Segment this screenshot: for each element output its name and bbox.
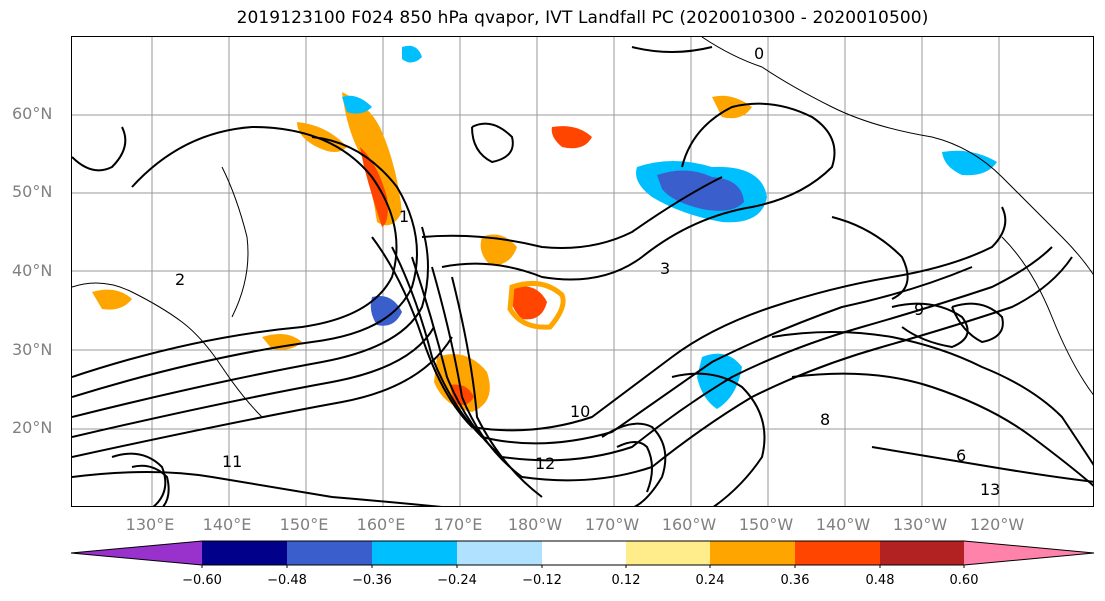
contour-label: 10 bbox=[570, 402, 590, 421]
contour-label: 13 bbox=[980, 480, 1000, 499]
map-panel: 0 1 2 3 6 8 9 10 11 12 13 bbox=[71, 36, 1094, 507]
contour-label: 0 bbox=[754, 44, 764, 63]
colorbar-extend-high bbox=[964, 541, 1094, 565]
lat-label-50n: 50°N bbox=[12, 182, 53, 201]
lat-label-30n: 30°N bbox=[12, 340, 53, 359]
lon-label-120w: 120°W bbox=[969, 515, 1025, 534]
lat-label-60n: 60°N bbox=[12, 104, 53, 123]
lon-label-170e: 170°E bbox=[433, 515, 483, 534]
contour-label: 9 bbox=[914, 300, 924, 319]
colorbar-segment bbox=[287, 541, 372, 565]
lon-label-150w: 150°W bbox=[738, 515, 794, 534]
map-title: 2019123100 F024 850 hPa qvapor, IVT Land… bbox=[236, 8, 929, 28]
graticule bbox=[72, 37, 1093, 506]
colorbar-segment bbox=[542, 541, 626, 565]
colorbar-segment bbox=[710, 541, 795, 565]
colorbar-tick-label: −0.12 bbox=[522, 573, 562, 588]
contour-label: 11 bbox=[222, 452, 242, 471]
colorbar-tick-label: 0.60 bbox=[949, 573, 979, 588]
colorbar-ticks bbox=[201, 565, 965, 568]
contour-label: 2 bbox=[175, 270, 185, 289]
contour-label: 6 bbox=[956, 446, 966, 465]
colorbar-segment bbox=[880, 541, 964, 565]
colorbar-tick-label: 0.24 bbox=[695, 573, 725, 588]
lon-label-130e: 130°E bbox=[125, 515, 175, 534]
lon-label-140e: 140°E bbox=[202, 515, 252, 534]
colorbar-segment bbox=[795, 541, 880, 565]
lon-label-140w: 140°W bbox=[815, 515, 871, 534]
colorbar-tick-label: −0.24 bbox=[437, 573, 477, 588]
colorbar-tick-label: 0.36 bbox=[780, 573, 810, 588]
colorbar-segment bbox=[457, 541, 542, 565]
coastlines bbox=[72, 37, 1093, 418]
contour-lines bbox=[72, 46, 1093, 506]
contour-label: 8 bbox=[820, 410, 830, 429]
colorbar-segment bbox=[626, 541, 710, 565]
map-graphic: 0 1 2 3 6 8 9 10 11 12 13 bbox=[72, 37, 1093, 506]
lat-label-40n: 40°N bbox=[12, 261, 53, 280]
colorbar-tick-label: −0.36 bbox=[352, 573, 392, 588]
colorbar-segment bbox=[202, 541, 287, 565]
lon-label-160w: 160°W bbox=[661, 515, 717, 534]
colorbar-tick-label: −0.60 bbox=[182, 573, 222, 588]
lon-label-170w: 170°W bbox=[584, 515, 640, 534]
colorbar-extend-low bbox=[71, 541, 202, 565]
contour-label-group: 0 1 2 3 6 8 9 10 11 12 13 bbox=[175, 44, 1000, 499]
colorbar-segment bbox=[372, 541, 457, 565]
lat-label-20n: 20°N bbox=[12, 418, 53, 437]
colorbar-segments bbox=[71, 541, 1094, 565]
colorbar-tick-label: −0.48 bbox=[267, 573, 307, 588]
contour-label: 3 bbox=[660, 259, 670, 278]
lon-label-130w: 130°W bbox=[892, 515, 948, 534]
contour-label: 12 bbox=[535, 454, 555, 473]
lon-label-150e: 150°E bbox=[279, 515, 329, 534]
colorbar-tick-label: 0.48 bbox=[865, 573, 895, 588]
lon-label-160e: 160°E bbox=[356, 515, 406, 534]
colorbar-tick-label: 0.12 bbox=[611, 573, 641, 588]
lon-label-180w: 180°W bbox=[507, 515, 563, 534]
colorbar bbox=[70, 540, 1095, 568]
contour-label: 1 bbox=[399, 207, 409, 226]
